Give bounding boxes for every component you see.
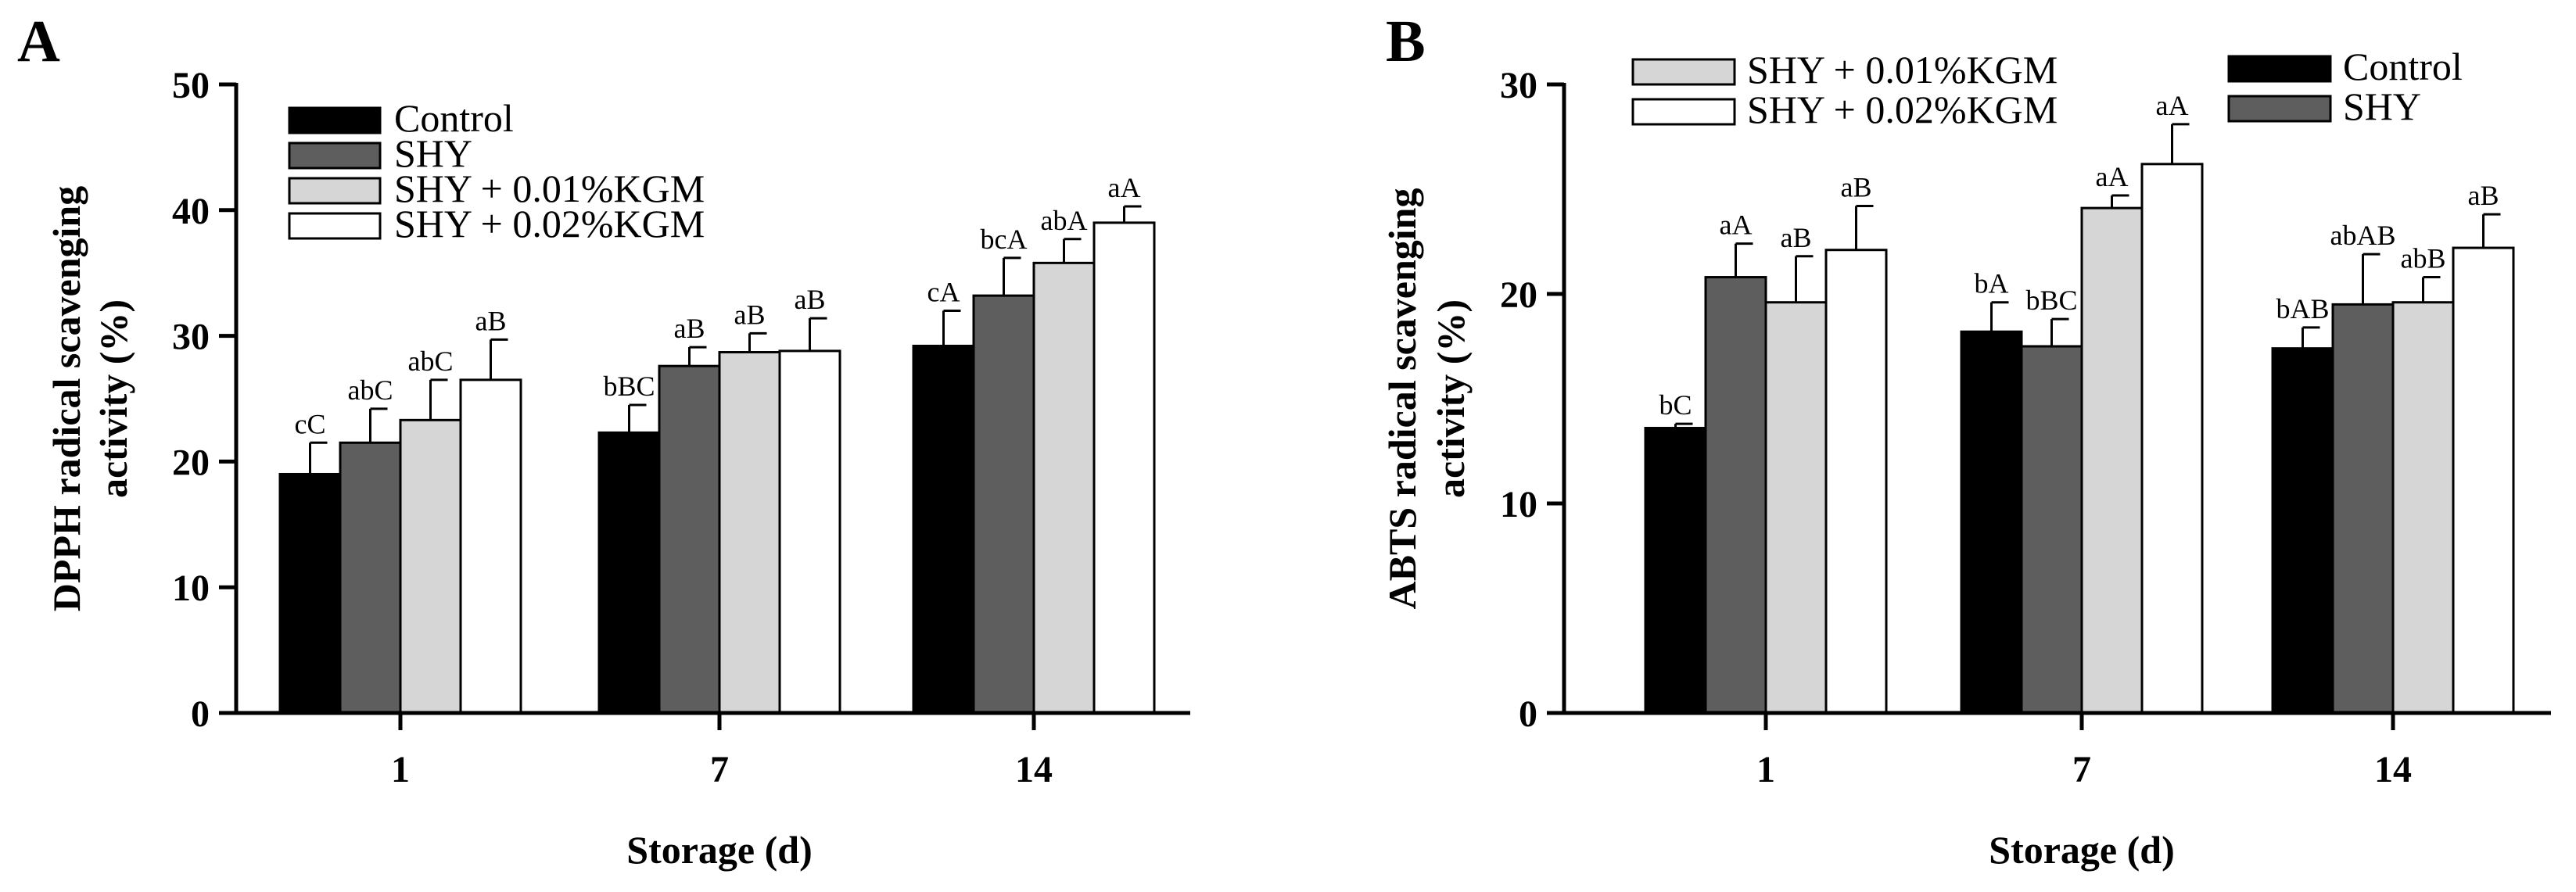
significance-label: bcA — [981, 224, 1028, 255]
y-tick-label: 50 — [172, 65, 210, 106]
legend-swatch-control — [2227, 55, 2332, 83]
significance-label: aB — [734, 299, 766, 330]
y-axis-title: DPPH radical scavenging — [45, 186, 88, 611]
significance-label: aA — [2156, 90, 2189, 121]
significance-label: abAB — [2330, 220, 2396, 251]
bar-kgm002-day-1 — [459, 378, 522, 715]
x-tick-label: 14 — [1015, 749, 1053, 790]
legend-label: SHY + 0.01%KGM — [394, 167, 705, 210]
significance-label: aA — [1720, 210, 1753, 241]
y-axis-title: ABTS radical scavenging — [1380, 188, 1424, 610]
bar-control-day-1 — [278, 472, 342, 715]
legend-swatch-kgm002 — [1631, 98, 1736, 126]
panel-letter: B — [1386, 9, 1426, 74]
significance-label: aA — [2096, 161, 2129, 192]
bar-shy-day-7 — [658, 364, 721, 715]
legend-label: SHY + 0.02%KGM — [1747, 88, 2058, 131]
y-axis-title: activity (%) — [91, 299, 135, 498]
bar-kgm001-day-1 — [399, 418, 462, 715]
bar-control-day-7 — [1960, 330, 2023, 715]
bar-kgm002-day-7 — [778, 349, 841, 715]
legend-swatch-kgm001 — [1631, 58, 1736, 86]
bar-shy-day-1 — [1704, 276, 1767, 715]
legend-swatch-shy — [288, 142, 382, 170]
x-tick-label: 7 — [2072, 749, 2091, 790]
legend-swatch-shy — [2227, 95, 2332, 123]
significance-label: bA — [1975, 268, 2009, 299]
significance-label: aB — [1841, 171, 1872, 202]
x-tick-label: 14 — [2374, 749, 2412, 790]
significance-label: aB — [674, 313, 705, 344]
bar-kgm002-day-1 — [1824, 249, 1888, 715]
legend-swatch-kgm002 — [288, 212, 382, 240]
panel-letter: A — [17, 9, 60, 74]
significance-label: cC — [295, 408, 326, 439]
bar-kgm002-day-7 — [2140, 163, 2204, 715]
y-tick-label: 0 — [1519, 693, 1537, 735]
bar-kgm001-day-7 — [2080, 206, 2144, 715]
legend-label: Control — [394, 96, 514, 140]
legend-label: SHY — [2343, 84, 2421, 128]
bar-kgm002-day-14 — [2452, 246, 2515, 715]
x-axis-title: Storage (d) — [1989, 828, 2174, 872]
y-tick-label: 30 — [1500, 65, 1537, 106]
significance-label: bBC — [2025, 285, 2077, 316]
y-tick-label: 40 — [172, 191, 210, 232]
x-tick-label: 7 — [710, 749, 729, 790]
significance-label: aB — [475, 305, 507, 336]
x-tick-label: 1 — [1756, 749, 1775, 790]
legend-label: SHY — [394, 131, 472, 175]
significance-label: abC — [408, 346, 454, 377]
bar-kgm001-day-14 — [2391, 301, 2455, 715]
significance-label: cA — [927, 276, 960, 307]
significance-label: abB — [2401, 243, 2446, 274]
bar-control-day-1 — [1644, 427, 1707, 715]
bar-kgm001-day-1 — [1764, 301, 1828, 715]
significance-label: bC — [1659, 389, 1692, 421]
y-tick-label: 10 — [1500, 484, 1537, 525]
legend-label: SHY + 0.02%KGM — [394, 202, 705, 245]
significance-label: aB — [1781, 222, 1812, 253]
y-tick-label: 30 — [172, 317, 210, 358]
legend-swatch-kgm001 — [288, 177, 382, 205]
significance-label: abA — [1041, 205, 1088, 236]
legend-label: SHY + 0.01%KGM — [1747, 48, 2058, 91]
x-tick-label: 1 — [391, 749, 410, 790]
bar-control-day-14 — [2271, 347, 2334, 715]
bar-kgm001-day-14 — [1032, 261, 1096, 715]
bar-shy-day-14 — [2331, 303, 2395, 715]
y-tick-label: 0 — [191, 693, 210, 735]
bar-shy-day-7 — [2020, 345, 2083, 715]
panel-b: BbC bA bAB aA bBC abAB aB aA abB aB aA aB 0 10 20 30 1 7 1… — [1380, 9, 2551, 872]
bar-shy-day-1 — [339, 441, 402, 715]
significance-label: aB — [795, 284, 826, 315]
legend-swatch-control — [288, 106, 382, 134]
legend-label: Control — [2343, 45, 2463, 88]
y-axis-title: activity (%) — [1429, 299, 1473, 498]
x-axis-title: Storage (d) — [626, 828, 812, 872]
significance-label: bAB — [2276, 293, 2329, 324]
y-tick-label: 20 — [172, 442, 210, 483]
significance-label: bBC — [603, 371, 655, 402]
significance-label: aA — [1108, 172, 1141, 203]
y-tick-label: 10 — [172, 568, 210, 609]
bar-control-day-7 — [597, 431, 661, 715]
bar-kgm001-day-7 — [718, 351, 781, 715]
bar-shy-day-14 — [972, 294, 1035, 715]
significance-label: aB — [2468, 180, 2499, 211]
bar-kgm002-day-14 — [1092, 221, 1156, 715]
significance-label: abC — [348, 374, 393, 406]
y-tick-label: 20 — [1500, 274, 1537, 316]
bar-control-day-14 — [912, 344, 975, 715]
panel-a: AcC bBC cA abC aB bcA abC aB abA aB aB aA 0 10 20 30 40 5… — [17, 9, 1190, 872]
